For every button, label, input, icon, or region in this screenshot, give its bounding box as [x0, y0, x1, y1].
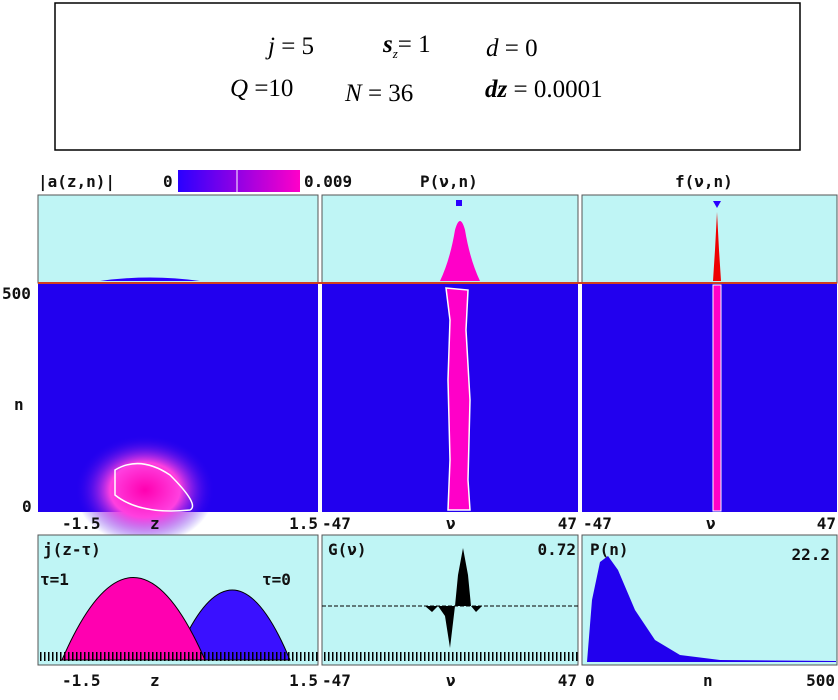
x-label: -47: [583, 514, 612, 533]
marker: [713, 201, 721, 208]
x-label: 0: [585, 671, 595, 690]
x-label: ν: [446, 671, 456, 690]
x-label: 1.5: [289, 514, 318, 533]
y-label: 500: [2, 284, 31, 303]
y-label: 0: [22, 497, 32, 516]
param: j = 5: [265, 33, 314, 60]
x-label: ν: [706, 514, 716, 533]
curve: [174, 589, 291, 661]
heat-blob: [75, 435, 215, 545]
x-label: 47: [817, 514, 836, 533]
param: Q =10: [230, 75, 293, 102]
note: τ=1: [40, 570, 69, 589]
ticks: [322, 652, 578, 661]
strip-curve: [713, 212, 721, 281]
panel-title: P(ν,n): [420, 172, 478, 191]
x-label: 47: [558, 514, 577, 533]
ticks: [38, 652, 318, 661]
x-label: 500: [806, 671, 835, 690]
strip-curve: [100, 277, 200, 281]
x-label: z: [150, 514, 160, 533]
note: 22.2: [791, 545, 830, 564]
y-label: n: [14, 395, 24, 414]
note: τ=0: [262, 570, 291, 589]
x-label: -47: [322, 671, 351, 690]
param: dz = 0.0001: [485, 76, 603, 103]
x-label: -1.5: [62, 514, 101, 533]
strip: [37, 194, 319, 284]
heatmap: [582, 284, 837, 512]
x-label: ν: [446, 514, 456, 533]
param: N = 36: [344, 80, 413, 107]
panel-title: j(z-τ): [43, 540, 101, 559]
heat-band: [445, 287, 471, 511]
x-label: -1.5: [62, 671, 101, 690]
panel-title: f(ν,n): [675, 172, 733, 191]
x-label: 47: [558, 671, 577, 690]
colorbar-label: |a(z,n)|: [38, 172, 115, 192]
param: sz= 1: [382, 31, 431, 61]
panel-title: P(n): [590, 540, 629, 559]
x-label: 1.5: [289, 671, 318, 690]
param-box: [54, 2, 801, 151]
curve: [61, 577, 206, 661]
heat-band: [712, 284, 722, 512]
panel-title: G(ν): [328, 540, 367, 559]
colorbar: [178, 170, 300, 192]
marker: [456, 200, 462, 206]
curve: [587, 556, 836, 662]
x-label: n: [703, 671, 713, 690]
strip-curve: [440, 221, 480, 281]
x-label: -47: [322, 514, 351, 533]
param: d = 0: [486, 35, 538, 62]
colorbar-max: 0.009: [304, 172, 352, 191]
contour: [114, 462, 194, 512]
colorbar-min: 0: [163, 172, 173, 191]
x-label: z: [150, 671, 160, 690]
note: 0.72: [537, 540, 576, 559]
strip: [581, 194, 838, 284]
